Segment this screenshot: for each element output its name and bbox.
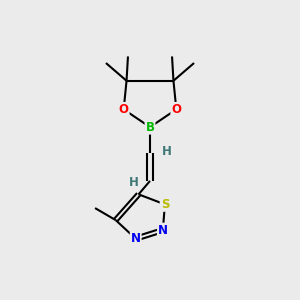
Text: H: H [162,145,172,158]
Text: O: O [119,103,129,116]
Text: N: N [158,224,168,237]
Text: H: H [129,176,139,189]
Text: B: B [146,121,154,134]
Text: N: N [131,232,141,245]
Text: O: O [171,103,181,116]
Text: S: S [160,198,169,211]
